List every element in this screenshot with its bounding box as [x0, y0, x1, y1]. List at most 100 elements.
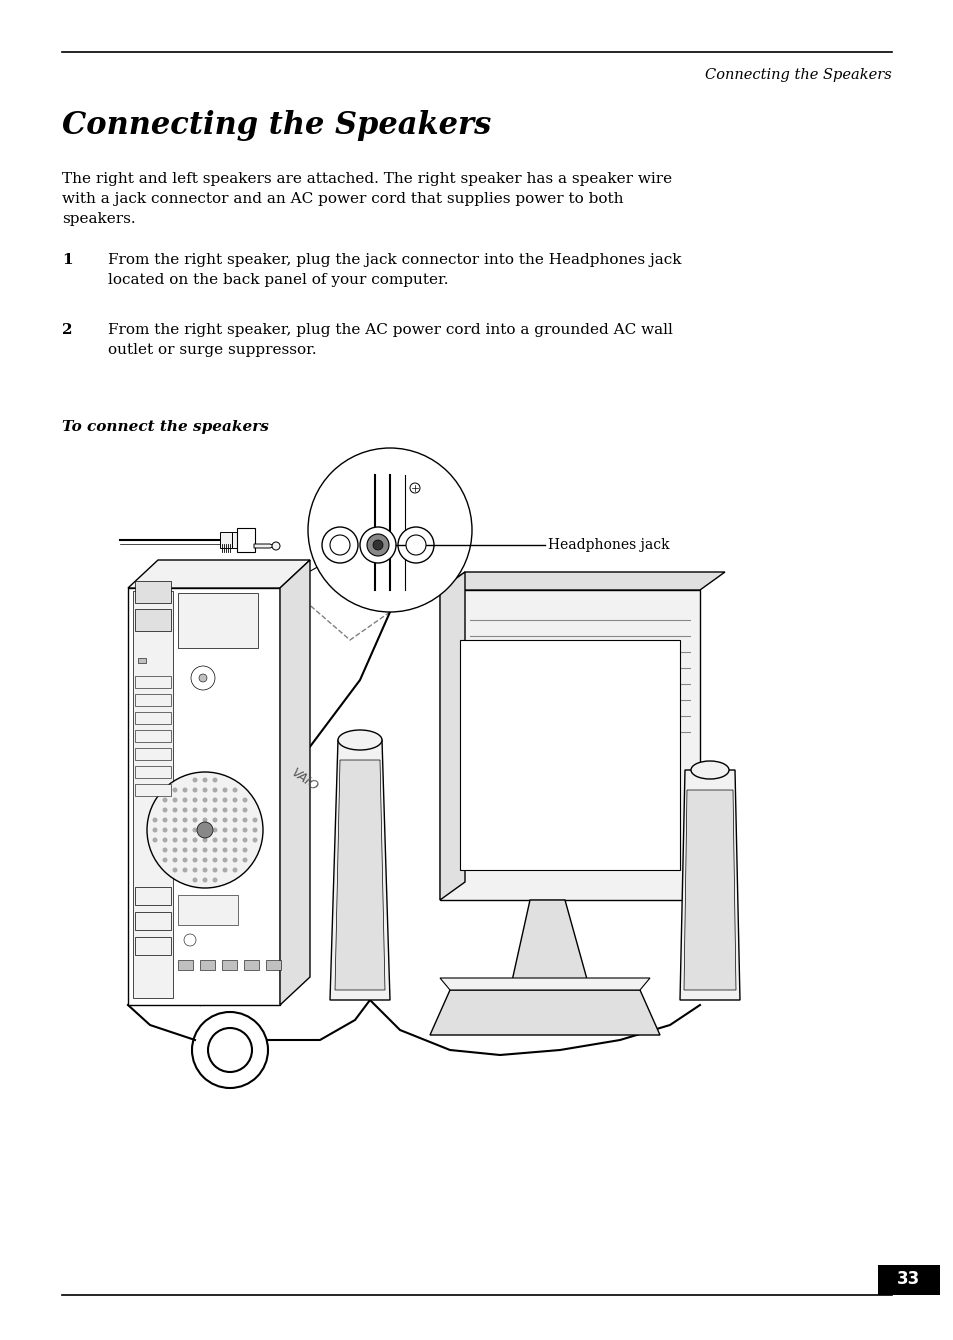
Bar — [245, 532, 249, 548]
Bar — [220, 532, 232, 548]
Circle shape — [222, 858, 227, 863]
Circle shape — [242, 797, 247, 803]
Circle shape — [506, 804, 511, 808]
Bar — [222, 959, 236, 970]
Bar — [135, 748, 171, 760]
Polygon shape — [683, 791, 735, 990]
Circle shape — [233, 788, 237, 792]
Bar — [178, 895, 237, 925]
Polygon shape — [280, 560, 310, 1005]
Circle shape — [162, 858, 168, 863]
Circle shape — [506, 780, 511, 784]
Text: From the right speaker, plug the AC power cord into a grounded AC wall
outlet or: From the right speaker, plug the AC powe… — [108, 323, 672, 356]
Circle shape — [233, 847, 237, 852]
Circle shape — [172, 847, 177, 852]
Circle shape — [182, 847, 188, 852]
Circle shape — [172, 788, 177, 792]
Circle shape — [518, 780, 523, 784]
Polygon shape — [430, 990, 659, 1034]
Circle shape — [152, 817, 157, 823]
Circle shape — [213, 828, 217, 832]
Circle shape — [193, 808, 197, 812]
Circle shape — [182, 817, 188, 823]
Polygon shape — [330, 740, 390, 1000]
Bar — [135, 913, 171, 930]
Circle shape — [233, 867, 237, 872]
Bar — [249, 532, 253, 548]
Bar — [232, 532, 236, 548]
Polygon shape — [439, 978, 649, 990]
Circle shape — [222, 817, 227, 823]
Circle shape — [482, 792, 487, 796]
Bar — [178, 959, 193, 970]
Circle shape — [506, 792, 511, 796]
Circle shape — [202, 858, 208, 863]
Circle shape — [242, 858, 247, 863]
Circle shape — [172, 808, 177, 812]
Bar — [135, 694, 171, 706]
Circle shape — [162, 797, 168, 803]
Polygon shape — [439, 572, 464, 900]
Bar — [135, 675, 171, 687]
Circle shape — [172, 828, 177, 832]
Circle shape — [213, 878, 217, 883]
Circle shape — [193, 817, 197, 823]
Circle shape — [406, 535, 426, 555]
Text: Connecting the Speakers: Connecting the Speakers — [62, 110, 491, 141]
Circle shape — [202, 788, 208, 792]
Circle shape — [202, 878, 208, 883]
Circle shape — [202, 828, 208, 832]
Text: 33: 33 — [897, 1270, 920, 1288]
Circle shape — [272, 541, 280, 549]
Bar — [135, 730, 171, 742]
Circle shape — [367, 535, 389, 556]
Polygon shape — [128, 560, 310, 588]
Text: 1: 1 — [62, 253, 72, 267]
Polygon shape — [510, 900, 589, 990]
Circle shape — [182, 797, 188, 803]
Circle shape — [222, 847, 227, 852]
Circle shape — [193, 788, 197, 792]
Circle shape — [222, 828, 227, 832]
Circle shape — [202, 797, 208, 803]
Circle shape — [373, 540, 382, 549]
Circle shape — [162, 847, 168, 852]
Circle shape — [518, 804, 523, 808]
Bar — [135, 937, 171, 955]
Circle shape — [162, 808, 168, 812]
Circle shape — [172, 817, 177, 823]
Circle shape — [147, 772, 263, 888]
Circle shape — [233, 817, 237, 823]
Circle shape — [202, 847, 208, 852]
Circle shape — [213, 867, 217, 872]
Circle shape — [494, 804, 499, 808]
Bar — [236, 532, 245, 548]
Circle shape — [233, 828, 237, 832]
Circle shape — [202, 838, 208, 843]
Circle shape — [506, 768, 511, 772]
Circle shape — [193, 797, 197, 803]
Circle shape — [193, 858, 197, 863]
Bar — [266, 959, 281, 970]
Circle shape — [172, 838, 177, 843]
Bar — [200, 959, 214, 970]
Circle shape — [222, 808, 227, 812]
Circle shape — [494, 780, 499, 784]
Circle shape — [191, 666, 214, 690]
Circle shape — [253, 838, 257, 843]
Circle shape — [242, 817, 247, 823]
Circle shape — [518, 768, 523, 772]
Bar — [135, 887, 171, 904]
Bar — [138, 658, 146, 663]
Circle shape — [184, 934, 195, 946]
Bar — [132, 591, 172, 998]
Circle shape — [322, 527, 357, 563]
Bar — [135, 608, 171, 631]
Circle shape — [213, 797, 217, 803]
Circle shape — [308, 448, 472, 612]
Circle shape — [199, 674, 207, 682]
Circle shape — [330, 535, 350, 555]
Circle shape — [202, 817, 208, 823]
Circle shape — [494, 768, 499, 772]
Circle shape — [213, 777, 217, 783]
